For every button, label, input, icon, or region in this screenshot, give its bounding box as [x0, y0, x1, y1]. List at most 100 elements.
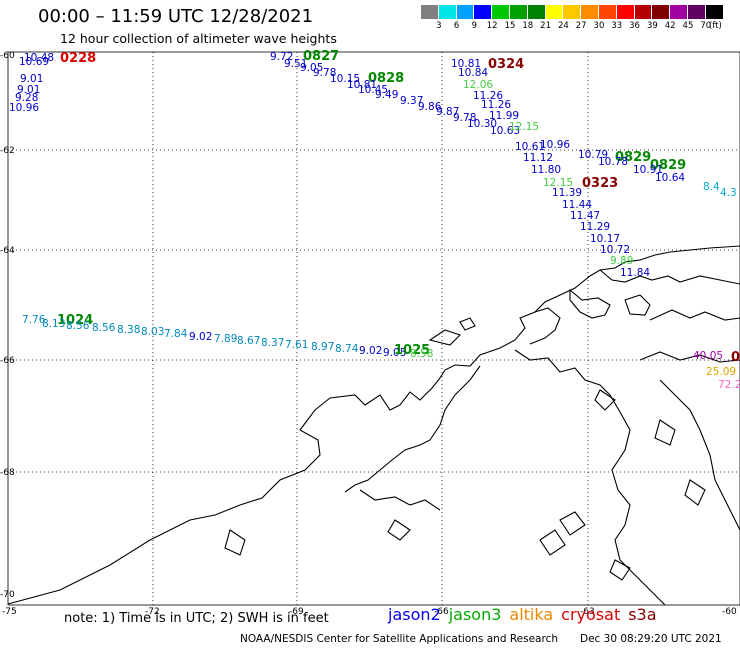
legend-swatch: [509, 5, 528, 19]
wave-height: 9.05: [300, 62, 323, 74]
mission-s3a: s3a: [628, 605, 657, 624]
wave-height: 10.17: [590, 233, 620, 245]
wave-height: 8.97: [311, 341, 334, 353]
lat-label-68: -68: [0, 468, 15, 478]
legend-label: 3: [436, 21, 442, 31]
wave-height: 10.81: [451, 58, 481, 70]
track-edge: 0 40.05 25.09 72.2: [693, 350, 740, 391]
wave-height: 9.02: [189, 331, 212, 343]
track-1025: 1025 8.58: [394, 343, 433, 360]
wave-height: 10.79: [578, 149, 608, 161]
lat-label-62: -62: [0, 146, 15, 156]
track-0323: 0323: [582, 176, 618, 191]
color-legend-labels: 3 6 9 12 15 18 21 24 27 30 33 36 39 42 45 70: [421, 21, 715, 31]
lat-label-60: -60: [0, 51, 15, 61]
time-label: 1025: [394, 343, 430, 358]
legend-label: 36: [629, 21, 640, 31]
coastline: [7, 245, 740, 606]
time-label: 0827: [303, 49, 339, 64]
legend-swatch: [670, 5, 688, 19]
legend-label: 18: [522, 21, 534, 31]
wave-height: 10.63: [490, 125, 520, 137]
time-label: 0: [731, 350, 740, 365]
wave-height: 8.4: [703, 181, 720, 193]
lon-label-69: -69: [289, 607, 304, 617]
wave-height: 9.02: [359, 345, 382, 357]
track-0324: 0324 10.81 10.84 12.06 11.26 11.26 11.99…: [451, 57, 650, 279]
wave-height: 8.56: [92, 322, 116, 334]
wave-height: 11.39: [552, 187, 582, 199]
wave-height: 10.15: [330, 73, 360, 85]
legend-swatch: [563, 5, 582, 19]
track-0828: 0828 10.81 10.45 9.49 9.37 9.86 9.87 9.7…: [347, 71, 545, 153]
legend-swatch: [581, 5, 599, 19]
wave-height: 25.09: [706, 366, 736, 378]
lat-label-66: -66: [0, 356, 15, 366]
wave-height: 11.26: [481, 99, 511, 111]
lat-label-70: -70: [0, 590, 15, 600]
mission-jason3: jason3: [448, 605, 502, 624]
track-0827: 0827 9.72 9.51 9.05 9.78 10.15: [270, 49, 360, 85]
legend-swatch: [598, 5, 617, 19]
track-1024: 1024 7.76 8.13 8.56 8.56 8.38 8.03 7.84 …: [22, 313, 406, 359]
time-label: 0829: [615, 150, 651, 165]
lat-label-64: -64: [0, 246, 15, 256]
wave-height: 12.15: [543, 177, 573, 189]
wave-height: 10.78: [598, 156, 628, 168]
wave-height: 10.48: [24, 52, 54, 64]
time-label: 0228: [60, 51, 96, 66]
wave-height: 10.96: [540, 139, 570, 151]
legend-label: 6: [453, 21, 460, 31]
time-label: 1024: [57, 313, 93, 328]
wave-height: 10.64: [655, 172, 685, 184]
wave-height: 11.80: [531, 164, 561, 176]
legend-unit: (ft): [709, 21, 722, 31]
wave-height: 7.89: [214, 333, 237, 345]
wave-height: 10.84: [458, 67, 488, 79]
track-0228: 0228 10.48 10.69 9.01 9.01 9.28 10.96: [9, 51, 96, 114]
wave-height: 9.01: [17, 84, 40, 96]
wave-height: 10.96: [9, 102, 39, 114]
wave-height: 8.56: [66, 320, 90, 332]
wave-height: 10.45: [358, 84, 388, 96]
wave-height: 11.84: [620, 267, 650, 279]
wave-height: 10.30: [467, 118, 497, 130]
wave-height: 8.38: [117, 324, 140, 336]
wave-height: 11.47: [570, 210, 600, 222]
wave-height: 8.13: [42, 318, 65, 330]
legend-label: 12: [486, 21, 498, 31]
lon-label-66: -66: [434, 607, 449, 617]
mission-jason2: jason2: [388, 605, 441, 624]
wave-height: 9.78: [313, 67, 336, 79]
time-label: 0828: [368, 71, 404, 86]
wave-height: 11.26: [473, 90, 503, 102]
wave-height: 72.2: [718, 379, 740, 391]
legend-label: 70: [700, 21, 712, 31]
wave-height: 9.37: [400, 95, 423, 107]
wave-height: 8.03: [141, 326, 164, 338]
wave-height: 12.06: [463, 79, 493, 91]
color-legend: [421, 5, 724, 19]
legend-label: 30: [593, 21, 605, 31]
mission-cryosat: cryosat: [561, 605, 621, 624]
wave-height: 7.84: [164, 328, 188, 340]
wave-height: 7.61: [285, 339, 308, 351]
graticule: [8, 52, 740, 605]
wave-height: 8.67: [237, 335, 260, 347]
legend-label: 39: [646, 21, 658, 31]
legend-swatch: [616, 5, 635, 19]
wave-height: 10.69: [19, 56, 49, 68]
page-subtitle: 12 hour collection of altimeter wave hei…: [60, 31, 337, 46]
wave-height: 11.29: [580, 221, 610, 233]
wave-height: 11.44: [562, 199, 592, 211]
lon-label-72: -72: [145, 607, 160, 617]
legend-label: 24: [557, 21, 569, 31]
legend-label: 45: [682, 21, 694, 31]
legend-swatch: [474, 5, 493, 19]
legend-label: 27: [575, 21, 587, 31]
mission-altika: altika: [509, 605, 554, 624]
wave-height: 7.76: [22, 314, 46, 326]
wave-height: 4.3: [720, 187, 737, 199]
lon-labels: -75 -72 -69 -66 -63 -60: [2, 607, 737, 617]
